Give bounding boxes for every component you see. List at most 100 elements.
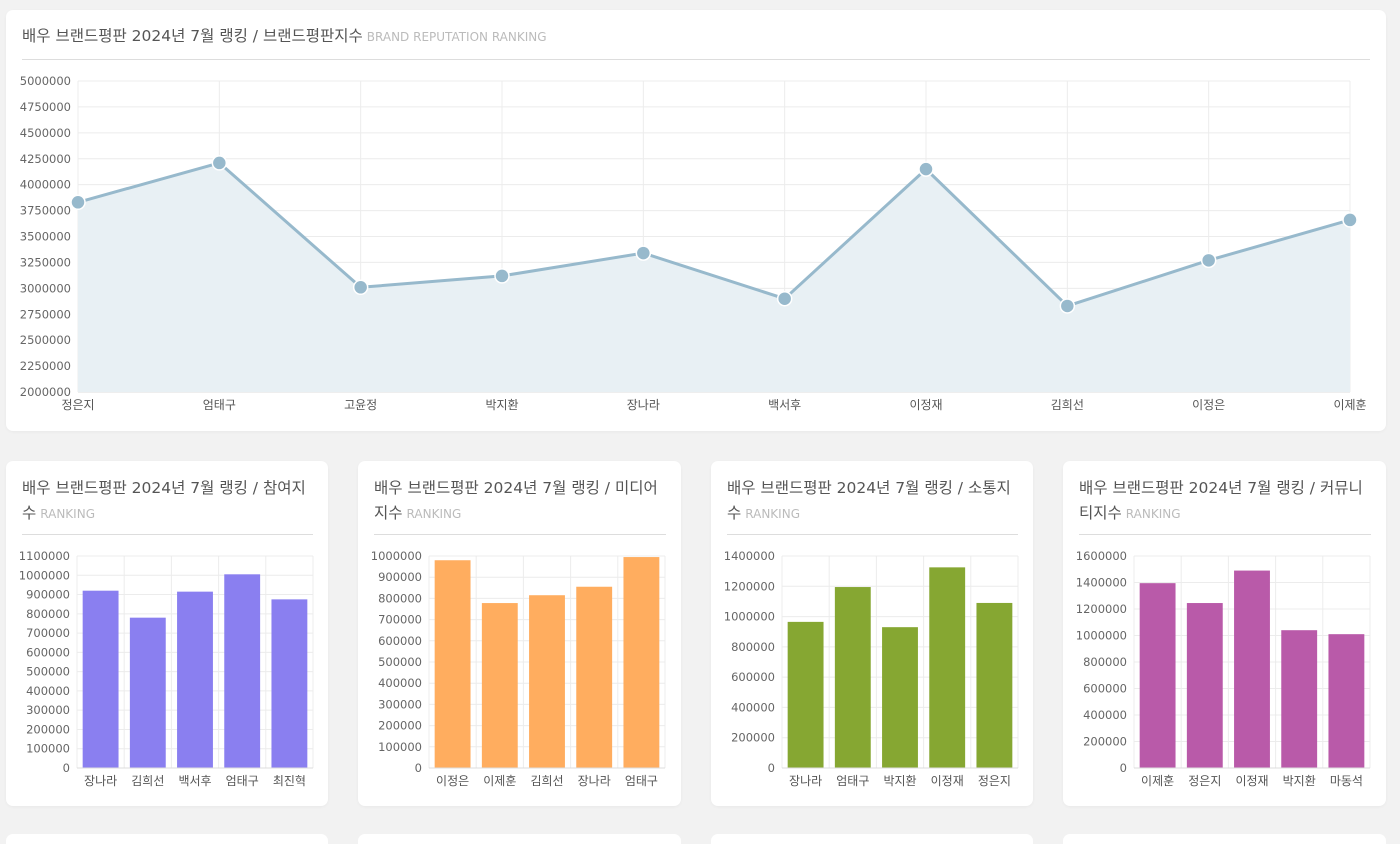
- communication-chart-title: 배우 브랜드평판 2024년 7월 랭킹 / 소통지수 RANKING: [727, 476, 1023, 527]
- bar: [529, 595, 565, 768]
- series-line: [77, 161, 1351, 308]
- participation-chart-svg: 0 100000 200000 300000 400000 500000 600000 700…: [19, 549, 314, 788]
- x-tick-label: 김희선: [530, 774, 563, 788]
- x-tick-label: 고윤정: [344, 398, 377, 412]
- y-tick-label: 2000000: [20, 385, 71, 399]
- y-tick-label: 200000: [1083, 735, 1127, 749]
- community-chart-divider: [1079, 534, 1371, 535]
- y-tick-label: 900000: [26, 588, 70, 602]
- data-point: [1059, 298, 1076, 314]
- y-tick-label: 400000: [731, 700, 775, 714]
- y-tick-label: 1400000: [1076, 576, 1127, 590]
- x-tick-label: 이정은: [1192, 398, 1225, 412]
- bar: [576, 586, 613, 768]
- participation-chart-divider: [22, 534, 313, 535]
- x-tick-label: 마동석: [1330, 774, 1363, 788]
- x-tick-label: 장나라: [627, 398, 660, 412]
- y-tick-label: 500000: [26, 665, 70, 679]
- communication-chart-title-text: 배우 브랜드평판 2024년 7월 랭킹 / 소통지수: [727, 479, 1011, 522]
- x-tick-label: 이정재: [1235, 774, 1268, 788]
- y-tick-label: 1100000: [19, 549, 70, 563]
- community-chart-svg: 0 200000 400000 600000 800000 1000000 1200000 1…: [1076, 549, 1371, 788]
- bar: [882, 627, 918, 768]
- x-tick-label: 정은지: [1188, 774, 1221, 788]
- participation-chart-title: 배우 브랜드평판 2024년 7월 랭킹 / 참여지수 RANKING: [22, 476, 318, 527]
- communication-chart-divider: [727, 534, 1018, 535]
- y-tick-label: 0: [63, 761, 70, 775]
- y-tick-label: 1000000: [371, 549, 422, 563]
- y-tick-label: 100000: [26, 742, 70, 756]
- media-chart-title-text: 배우 브랜드평판 2024년 7월 랭킹 / 미디어지수: [374, 479, 658, 522]
- y-tick-label: 4500000: [20, 126, 71, 140]
- y-tick-label: 1200000: [724, 579, 775, 593]
- y-tick-label: 1000000: [19, 568, 70, 582]
- bar: [1281, 630, 1318, 768]
- x-tick-label: 엄태구: [203, 398, 236, 412]
- y-tick-label: 700000: [378, 613, 422, 627]
- y-tick-label: 600000: [378, 634, 422, 648]
- x-tick-label: 엄태구: [836, 774, 869, 788]
- x-tick-label: 김희선: [1051, 398, 1084, 412]
- y-tick-label: 400000: [26, 684, 70, 698]
- y-tick-label: 600000: [1083, 682, 1127, 696]
- x-tick-label: 박지환: [1283, 774, 1316, 788]
- x-tick-label: 최진혁: [273, 774, 306, 788]
- media-chart-divider: [374, 534, 666, 535]
- main-chart-divider: [22, 59, 1370, 60]
- y-tick-label: 5000000: [20, 74, 71, 88]
- next-card-4: [1063, 834, 1386, 844]
- bar: [129, 617, 166, 768]
- bar: [481, 603, 518, 768]
- data-point: [1200, 252, 1217, 269]
- media-chart-title: 배우 브랜드평판 2024년 7월 랭킹 / 미디어지수 RANKING: [374, 476, 670, 527]
- y-tick-label: 3500000: [20, 230, 71, 244]
- bar: [976, 602, 1013, 768]
- y-tick-label: 1000000: [1076, 629, 1127, 643]
- next-card-3: [711, 834, 1033, 844]
- x-tick-label: 이제훈: [1141, 774, 1174, 788]
- main-chart-subtitle: BRAND REPUTATION RANKING: [366, 30, 547, 44]
- x-tick-label: 이제훈: [483, 774, 516, 788]
- community-chart-title: 배우 브랜드평판 2024년 7월 랭킹 / 커뮤니티지수 RANKING: [1079, 476, 1375, 527]
- main-chart-svg: 2000000 2250000 2500000 2750000 3000000 32500…: [20, 74, 1367, 412]
- y-tick-label: 600000: [26, 645, 70, 659]
- bar: [177, 591, 213, 768]
- data-point: [494, 268, 510, 284]
- community-chart-card: 배우 브랜드평판 2024년 7월 랭킹 / 커뮤니티지수 RANKING 0 20…: [1063, 461, 1386, 806]
- y-tick-label: 600000: [731, 670, 775, 684]
- community-chart-subtitle: RANKING: [1125, 507, 1181, 521]
- bar: [623, 557, 660, 768]
- y-tick-label: 3250000: [20, 255, 71, 269]
- x-tick-label: 정은지: [978, 774, 1011, 788]
- y-tick-label: 4250000: [20, 152, 71, 166]
- y-tick-label: 400000: [1083, 708, 1127, 722]
- y-tick-label: 0: [768, 761, 775, 775]
- x-tick-label: 백서후: [178, 774, 211, 788]
- participation-chart-card: 배우 브랜드평판 2024년 7월 랭킹 / 참여지수 RANKING 0 1000…: [6, 461, 328, 806]
- y-tick-label: 900000: [378, 570, 422, 584]
- y-tick-label: 100000: [378, 740, 422, 754]
- y-tick-label: 500000: [378, 655, 422, 669]
- main-chart-title: 배우 브랜드평판 2024년 7월 랭킹 / 브랜드평판지수 BRAND REPU…: [22, 24, 1362, 50]
- y-tick-label: 3750000: [20, 204, 71, 218]
- data-point: [918, 161, 934, 177]
- y-tick-label: 800000: [731, 640, 775, 654]
- media-chart-subtitle: RANKING: [406, 507, 462, 521]
- next-card-2: [358, 834, 681, 844]
- bar: [929, 567, 966, 768]
- x-tick-label: 장나라: [789, 774, 822, 788]
- y-tick-label: 400000: [378, 676, 422, 690]
- data-point: [352, 279, 369, 296]
- y-tick-label: 2500000: [20, 333, 71, 347]
- x-tick-label: 이정재: [909, 398, 942, 412]
- x-tick-label: 김희선: [131, 774, 164, 788]
- x-tick-label: 백서후: [768, 398, 801, 412]
- data-point: [70, 194, 86, 211]
- bar: [1139, 583, 1176, 768]
- communication-chart-svg: 0 200000 400000 600000 800000 1000000 1200000 1…: [724, 549, 1019, 788]
- y-tick-label: 800000: [378, 591, 422, 605]
- x-tick-label: 장나라: [84, 774, 117, 788]
- bar: [1234, 570, 1270, 768]
- x-tick-label: 정은지: [61, 398, 94, 412]
- x-tick-label: 이정은: [436, 774, 469, 788]
